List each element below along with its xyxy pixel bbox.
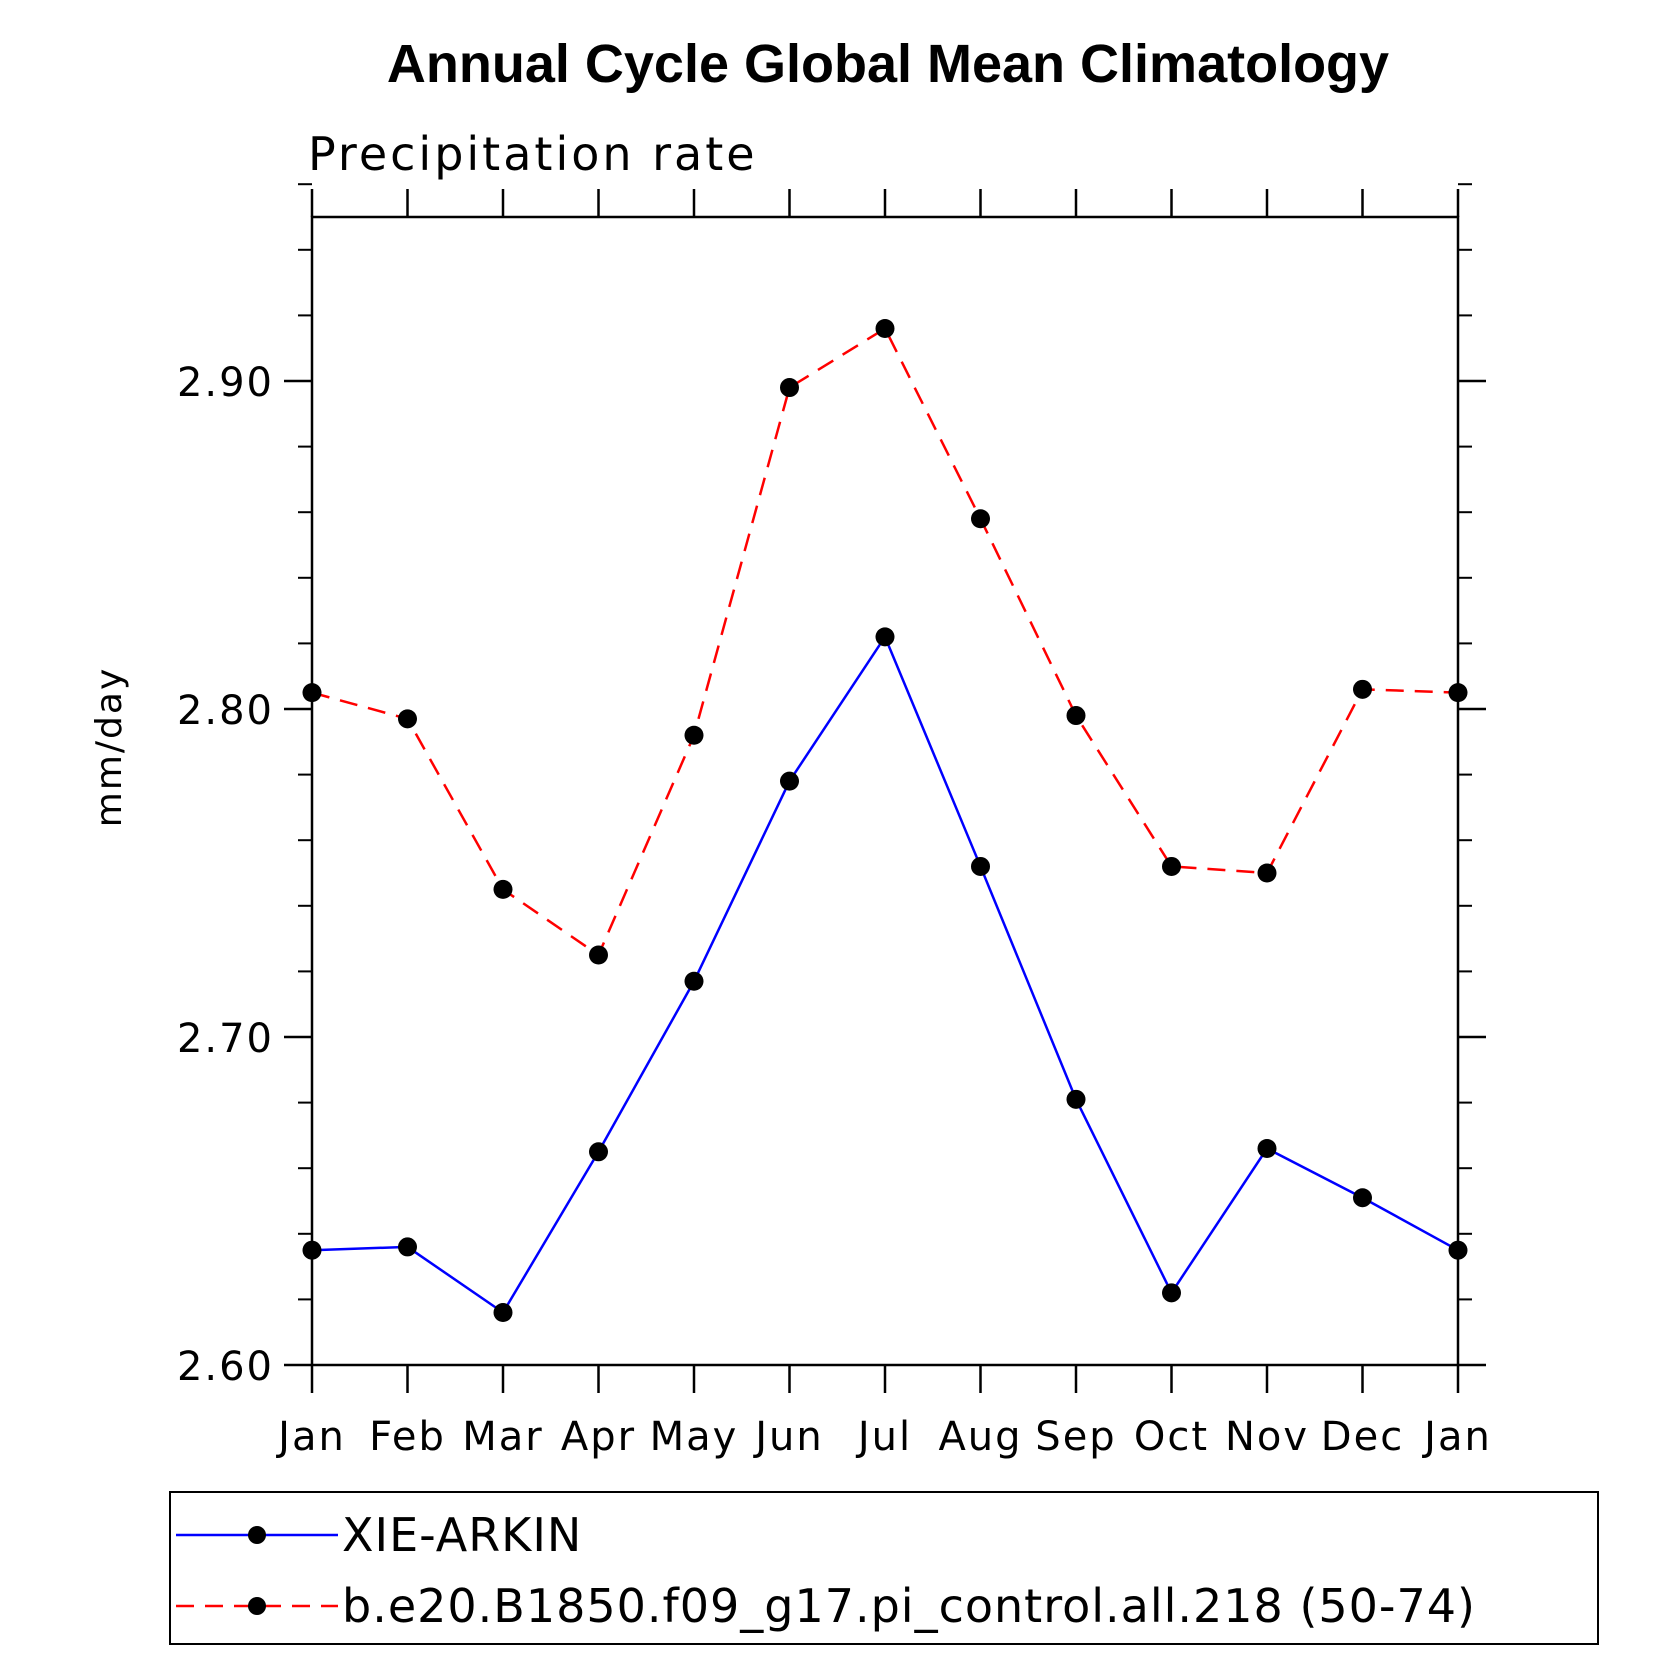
plot-frame bbox=[310, 215, 1460, 1367]
x-tick-label: Jan bbox=[1421, 1414, 1492, 1460]
legend-marker-xie-arkin bbox=[248, 1526, 266, 1544]
x-tick-label: May bbox=[650, 1414, 739, 1460]
legend: XIE-ARKIN b.e20.B1850.f09_g17.pi_control… bbox=[169, 1491, 1599, 1645]
data-point bbox=[1066, 1089, 1086, 1109]
y-tick-label: 2.70 bbox=[177, 1016, 274, 1062]
data-point bbox=[875, 627, 895, 647]
data-point bbox=[589, 945, 608, 965]
data-point bbox=[684, 971, 704, 991]
x-tick-label: Mar bbox=[462, 1414, 543, 1460]
y-tick-label: 2.60 bbox=[177, 1344, 274, 1390]
data-point bbox=[1162, 1283, 1181, 1303]
data-point bbox=[1162, 856, 1181, 876]
y-tick-label: 2.90 bbox=[177, 360, 274, 406]
data-point bbox=[684, 725, 704, 745]
legend-label-model: b.e20.B1850.f09_g17.pi_control.all.218 (… bbox=[342, 1579, 1476, 1633]
y-tick-label: 2.80 bbox=[177, 688, 274, 734]
x-tick-label: Oct bbox=[1134, 1414, 1209, 1460]
y-axis-label: mm/day bbox=[89, 667, 130, 827]
x-tick-label: Jan bbox=[275, 1414, 346, 1460]
chart-title: Annual Cycle Global Mean Climatology bbox=[387, 34, 1389, 94]
data-point bbox=[971, 509, 990, 529]
legend-label-xie-arkin: XIE-ARKIN bbox=[342, 1508, 582, 1562]
x-tick-label: Jun bbox=[752, 1414, 824, 1460]
data-point bbox=[1353, 679, 1372, 699]
legend-marker-model bbox=[248, 1597, 266, 1615]
legend-box bbox=[169, 1491, 1599, 1645]
data-point bbox=[302, 683, 322, 703]
x-tick-label: Nov bbox=[1225, 1414, 1309, 1460]
data-point bbox=[398, 709, 417, 729]
axes: Jan Feb Mar Apr May Jun Jul Aug Sep Oct Nov Dec Jan2… bbox=[177, 183, 1492, 1460]
data-point bbox=[493, 879, 513, 899]
data-point bbox=[1257, 1139, 1277, 1159]
data-point bbox=[398, 1237, 417, 1257]
x-tick-label: Feb bbox=[369, 1414, 446, 1460]
data-point bbox=[1353, 1188, 1372, 1208]
x-tick-label: Aug bbox=[938, 1414, 1022, 1460]
chart-subtitle: Precipitation rate bbox=[308, 127, 758, 181]
data-point bbox=[1257, 863, 1277, 883]
data-point bbox=[1066, 706, 1086, 726]
x-tick-label: Apr bbox=[561, 1414, 636, 1460]
data-point bbox=[589, 1142, 608, 1162]
data-point bbox=[875, 319, 895, 339]
data-point bbox=[780, 378, 799, 398]
x-tick-label: Dec bbox=[1321, 1414, 1404, 1460]
series-line-0 bbox=[311, 634, 1459, 1315]
x-tick-label: Sep bbox=[1035, 1414, 1116, 1460]
data-point bbox=[302, 1240, 322, 1260]
data-point bbox=[971, 856, 990, 876]
data-point bbox=[1448, 683, 1468, 703]
data-point bbox=[1448, 1240, 1468, 1260]
data-point bbox=[493, 1303, 513, 1323]
x-tick-label: Jul bbox=[855, 1414, 912, 1460]
data-point bbox=[780, 771, 799, 791]
series-layer bbox=[302, 319, 1468, 1323]
